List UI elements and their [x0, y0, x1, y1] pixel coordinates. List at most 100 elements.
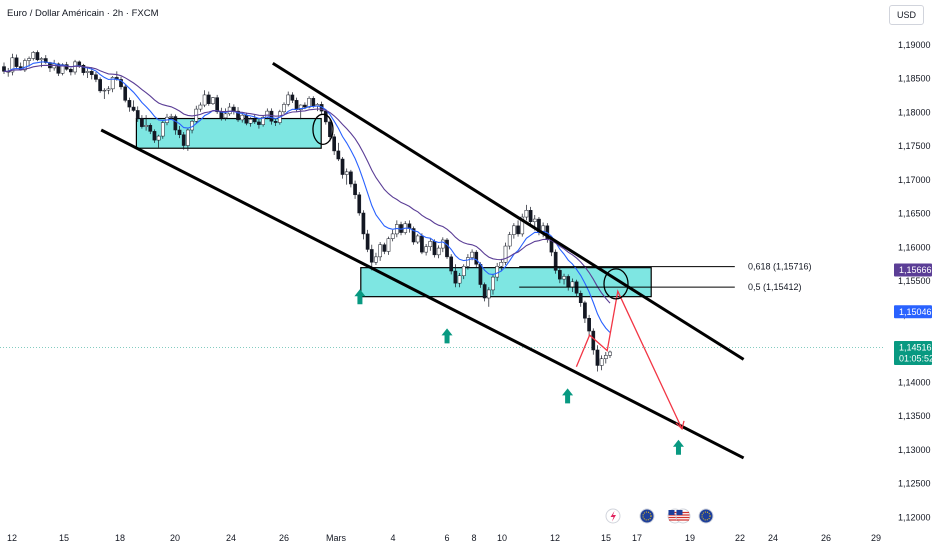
- circle-marker-0: [312, 113, 334, 145]
- candle-body-23: [98, 79, 102, 92]
- candle-body-58: [244, 114, 249, 124]
- candle-body-56: [236, 110, 240, 121]
- y-tick-14: 1,12000: [898, 512, 931, 522]
- candle-body-31: [131, 106, 136, 111]
- candle-body-51: [215, 97, 219, 113]
- y-tick-10: 1,14000: [898, 377, 931, 387]
- x-tick-1: 15: [59, 533, 69, 543]
- candle-body-79: [332, 136, 337, 152]
- up-arrow-1: [441, 328, 453, 344]
- candle-body-133: [558, 270, 562, 280]
- candle-body-48: [202, 94, 207, 106]
- candle-body-121: [507, 234, 512, 247]
- candle-body-20: [85, 71, 90, 73]
- circle-marker-1: [603, 268, 629, 300]
- candle-body-22: [94, 74, 98, 80]
- candle-body-117: [491, 276, 495, 291]
- candle-body-37: [156, 135, 161, 141]
- chart-title: Euro / Dollar Américain · 2h · FXCM: [7, 8, 159, 19]
- candle-body-112: [470, 251, 474, 258]
- candle-body-116: [486, 289, 491, 299]
- candle-body-54: [227, 106, 232, 115]
- candle-body-81: [340, 158, 345, 175]
- candle-body-91: [382, 244, 387, 252]
- x-tick-5: 26: [279, 533, 289, 543]
- x-tick-10: 10: [497, 533, 507, 543]
- y-tick-11: 1,13500: [898, 411, 931, 421]
- candle-body-82: [344, 171, 349, 175]
- candle-body-126: [528, 210, 533, 223]
- candle-body-60: [252, 118, 257, 123]
- candle-body-127: [532, 218, 537, 223]
- currency-button[interactable]: USD: [889, 5, 924, 25]
- candle-body-7: [31, 52, 36, 59]
- candle-body-30: [127, 100, 132, 108]
- candle-body-26: [110, 77, 115, 90]
- eu-flag-event-icon-2[interactable]: [698, 508, 714, 524]
- candle-body-86: [361, 212, 366, 235]
- candle-body-132: [553, 251, 558, 271]
- candle-body-3: [14, 57, 19, 67]
- candle-body-29: [123, 86, 128, 101]
- candle-body-71: [298, 104, 303, 111]
- candle-body-83: [349, 171, 353, 185]
- last-price-tag-bg: [894, 341, 932, 366]
- candle-body-21: [89, 71, 94, 75]
- candle-body-44: [186, 129, 190, 146]
- candle-body-100: [420, 235, 424, 253]
- candle-body-118: [495, 266, 499, 278]
- candle-body-110: [461, 266, 466, 276]
- x-tick-7: 4: [390, 533, 395, 543]
- candle-body-38: [160, 122, 165, 137]
- price-axis[interactable]: 1,19000 1,18500 1,18000 1,17500 1,17000 1,165…: [898, 40, 931, 522]
- candle-body-61: [257, 121, 261, 125]
- x-tick-6: Mars: [326, 533, 346, 543]
- channel-upper: [272, 61, 745, 361]
- candle-body-2: [10, 57, 15, 73]
- candle-body-16: [69, 69, 73, 73]
- trend-channel: [100, 61, 745, 460]
- projection-line: [575, 289, 683, 430]
- candle-body-143: [599, 358, 604, 366]
- moving-averages: [3, 61, 611, 333]
- time-axis[interactable]: 12 15 18 20 24 26 Mars 4 6 8 10 12 15 17 19 22 24 26 29: [7, 533, 881, 543]
- arrow-markers: [354, 289, 684, 455]
- candle-body-9: [39, 58, 44, 61]
- candle-body-33: [140, 118, 144, 127]
- candle-body-70: [294, 100, 299, 111]
- candle-body-87: [365, 233, 370, 250]
- candle-body-69: [290, 94, 295, 101]
- candle-body-65: [273, 120, 278, 123]
- candle-body-138: [578, 293, 583, 303]
- y-tick-13: 1,12500: [898, 479, 931, 489]
- lightning-event-icon[interactable]: [605, 508, 621, 524]
- last-price-tag-label: 1,14516: [899, 343, 932, 353]
- last-price-tag-countdown: 01:05:52: [899, 354, 932, 364]
- candle-body-80: [336, 150, 341, 160]
- candle-body-73: [307, 98, 311, 108]
- candle-body-125: [524, 210, 529, 218]
- candle-body-102: [428, 241, 433, 247]
- candle-body-99: [415, 235, 420, 243]
- candle-body-62: [261, 116, 265, 125]
- projection-path: [575, 289, 685, 431]
- eu-flag-event-icon[interactable]: [639, 508, 655, 524]
- x-tick-4: 24: [226, 533, 236, 543]
- candle-body-103: [432, 241, 437, 256]
- us-flag-event-icon-2[interactable]: [675, 508, 691, 524]
- y-tick-2: 1,18000: [898, 107, 931, 117]
- y-tick-5: 1,16500: [898, 209, 931, 219]
- candle-body-55: [232, 106, 236, 112]
- candle-body-77: [323, 110, 328, 123]
- x-tick-14: 19: [685, 533, 695, 543]
- candle-body-101: [424, 246, 428, 253]
- circle-markers: [312, 113, 629, 300]
- candle-body-139: [583, 302, 587, 319]
- candle-body-42: [177, 129, 182, 135]
- candle-body-90: [378, 244, 382, 258]
- event-icons[interactable]: [605, 508, 714, 524]
- fib-label-0: 0,618 (1,15716): [748, 262, 812, 272]
- y-tick-3: 1,17500: [898, 141, 931, 151]
